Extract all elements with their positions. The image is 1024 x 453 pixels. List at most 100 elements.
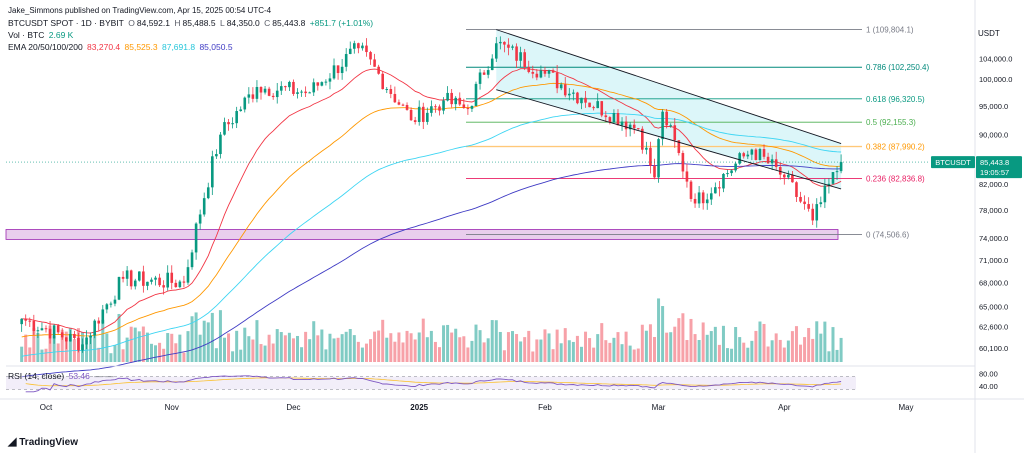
candle-body xyxy=(434,106,437,108)
volume-bar xyxy=(275,329,279,362)
rsi-line xyxy=(25,375,842,393)
volume-bar xyxy=(56,343,60,362)
candle-body xyxy=(243,97,247,110)
candle-body xyxy=(397,102,401,105)
volume-bar xyxy=(178,334,182,362)
candle-body xyxy=(774,159,778,168)
candle-body xyxy=(839,162,843,172)
candle-body xyxy=(138,271,141,281)
candle-body xyxy=(454,97,458,105)
candle-body xyxy=(271,95,275,98)
time-axis[interactable]: Oct Nov Dec 2025 Feb Mar Apr May xyxy=(0,398,1024,412)
candle-body xyxy=(357,43,360,49)
volume-bar xyxy=(458,337,462,362)
volume-label[interactable]: Vol · BTC xyxy=(8,30,45,40)
volume-bar xyxy=(320,329,324,362)
symbol-tag-box xyxy=(931,156,975,169)
ema200-value: 85,050.5 xyxy=(199,42,233,52)
candle-body xyxy=(170,272,174,283)
candle-body xyxy=(369,52,372,60)
tradingview-logo[interactable]: ◢ TradingView xyxy=(8,435,78,448)
candle-body xyxy=(572,92,575,94)
candle-body xyxy=(503,41,506,45)
volume-bar xyxy=(827,351,831,362)
candle-body xyxy=(795,182,798,197)
volume-bar xyxy=(251,339,255,362)
candle-body xyxy=(681,153,685,172)
volume-bar xyxy=(433,341,437,362)
candle-body xyxy=(381,73,384,90)
volume-bar xyxy=(312,321,316,362)
volume-bar xyxy=(494,320,498,362)
volume-bar xyxy=(620,344,624,362)
volume-bar xyxy=(397,332,401,362)
candle-body xyxy=(758,149,762,160)
candle-body xyxy=(438,106,441,111)
volume-bar xyxy=(304,331,308,362)
volume-bar xyxy=(551,349,555,362)
candle-body xyxy=(835,171,839,173)
candle-body xyxy=(523,52,526,67)
candle-body xyxy=(568,93,571,96)
candle-body xyxy=(239,109,243,112)
volume-bar xyxy=(839,337,843,362)
candle-body xyxy=(470,105,474,109)
candle-body xyxy=(158,277,161,286)
candle-body xyxy=(93,320,96,336)
candle-body xyxy=(555,72,559,89)
volume-bar xyxy=(770,340,774,362)
candle-body xyxy=(657,139,660,178)
volume-bar xyxy=(129,326,133,362)
candle-body xyxy=(726,173,729,175)
candle-body xyxy=(539,70,543,78)
candle-body xyxy=(324,81,328,83)
candle-body xyxy=(718,187,721,189)
candle-body xyxy=(478,72,482,84)
volume-bar xyxy=(202,320,206,362)
candle-body xyxy=(194,223,198,253)
volume-bar xyxy=(133,327,137,362)
volume-bar xyxy=(519,341,523,362)
volume-bar xyxy=(758,321,762,362)
candle-body xyxy=(559,84,563,89)
candle-body xyxy=(620,121,624,126)
candle-body xyxy=(770,159,774,164)
candle-body xyxy=(373,59,376,67)
symbol-name[interactable]: BTCUSDT SPOT · 1D · BYBIT xyxy=(8,18,124,28)
candle-body xyxy=(32,321,36,331)
price-tick: 82,000.0 xyxy=(979,180,1008,189)
candle-body xyxy=(693,198,697,204)
symbol-line[interactable]: BTCUSDT SPOT · 1D · BYBIT O 84,592.1 H 85,… xyxy=(8,18,375,29)
candle-body xyxy=(255,86,259,99)
price-axis[interactable]: 104,000.0100,000.095,000.090,000.086,000… xyxy=(974,0,1012,453)
ema-label[interactable]: EMA 20/50/100/200 xyxy=(8,42,83,52)
volume-line[interactable]: Vol · BTC 2.69 K xyxy=(8,30,75,41)
volume-bar xyxy=(486,338,490,362)
volume-bar xyxy=(40,349,44,362)
candle-body xyxy=(166,272,169,288)
time-tick: Feb xyxy=(538,403,552,412)
volume-bar xyxy=(36,332,40,362)
volume-bar xyxy=(214,348,218,362)
candle-body xyxy=(211,156,214,188)
candle-body xyxy=(474,83,478,106)
fib-label: 0.618 (96,320.5) xyxy=(866,95,925,104)
rsi-label[interactable]: RSI (14, close) xyxy=(8,371,65,381)
volume-bar xyxy=(616,332,620,362)
candle-body xyxy=(77,337,80,351)
channel-lines xyxy=(6,29,930,190)
candle-body xyxy=(182,281,186,283)
volume-bar xyxy=(68,327,72,362)
candle-body xyxy=(665,111,668,126)
candle-body xyxy=(815,204,819,221)
candle-body xyxy=(64,337,68,342)
publisher-line: Jake_Simmons published on TradingView.co… xyxy=(8,5,273,16)
rsi-legend[interactable]: RSI (14, close) 53.46 — — xyxy=(8,371,116,382)
candle-body xyxy=(393,93,397,103)
volume-bar xyxy=(93,333,97,362)
ema-line[interactable]: EMA 20/50/100/200 83,270.4 85,525.3 87,6… xyxy=(8,42,235,53)
candle-body xyxy=(799,196,802,202)
candle-body xyxy=(20,318,23,325)
volume-bar xyxy=(389,333,393,362)
